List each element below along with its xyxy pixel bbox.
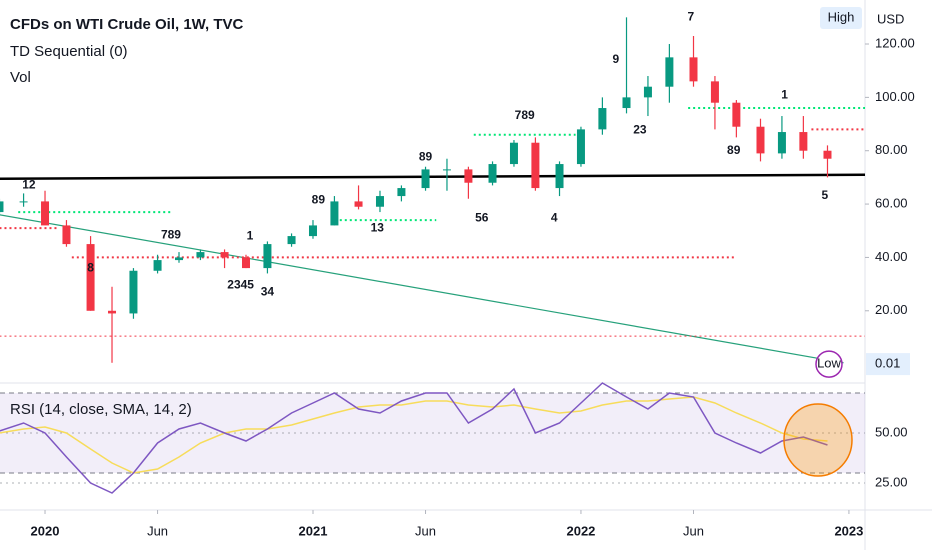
x-tick-label: Jun (415, 523, 436, 538)
y-unit: USD (877, 11, 904, 26)
x-tick-label: Jun (683, 523, 704, 538)
candle-body (308, 225, 317, 237)
candle-body (86, 244, 95, 311)
candle-body (397, 188, 406, 197)
td-count: 5 (821, 188, 828, 202)
x-tick-label: Jun (147, 523, 168, 538)
candle-body (263, 244, 272, 269)
candle-body (555, 164, 564, 189)
candle-body (129, 270, 138, 314)
td-count: 13 (371, 220, 385, 234)
td-count: 89 (312, 193, 326, 207)
candle-body (330, 201, 339, 226)
candle-body (464, 169, 473, 183)
td-count: 8 (87, 260, 94, 274)
candle-body (375, 196, 384, 207)
td-count: 12 (22, 178, 36, 192)
candle-body (689, 57, 698, 82)
candle-body (220, 252, 229, 258)
td-count: 23 (633, 123, 647, 137)
marks: 12 789 1 89 89 789 9 7 1 8 2345 34 13 56 4 23 89 5 (0, 10, 866, 494)
candle-body (710, 81, 719, 103)
td-count: 789 (161, 227, 181, 241)
candle-body (509, 142, 518, 165)
y-tick-label: 80.00 (875, 142, 908, 157)
y-tick-label: 40.00 (875, 249, 908, 264)
candle-body (153, 260, 162, 271)
chart-title: CFDs on WTI Crude Oil, 1W, TVC (10, 16, 244, 33)
candle-body (576, 129, 585, 165)
td-count: 1 (781, 88, 788, 102)
candle-body (0, 201, 4, 213)
indicator-label: TD Sequential (0) (10, 43, 128, 60)
candle-body (442, 169, 451, 171)
trend-line (0, 214, 844, 364)
td-count: 2345 (227, 277, 254, 291)
y-tick-label: 50.00 (875, 424, 908, 439)
candle-body (354, 201, 363, 207)
x-tick-label: 2021 (299, 523, 328, 538)
highlight-circle (783, 403, 853, 477)
candle-body (665, 57, 674, 87)
y-tick-label: 120.00 (875, 35, 915, 50)
candle-body (643, 86, 652, 98)
td-count: 34 (261, 284, 275, 298)
candle-body (108, 310, 117, 314)
td-count: 56 (475, 210, 489, 224)
low-value-bg (866, 353, 910, 376)
td-count: 7 (687, 10, 694, 24)
low-value: 0.01 (875, 356, 900, 371)
td-count: 89 (727, 143, 741, 157)
candle-body (241, 257, 250, 269)
candle-body (799, 132, 808, 151)
candle-body (732, 102, 741, 127)
rsi-title: RSI (14, close, SMA, 14, 2) (10, 401, 192, 418)
y-tick-label: 100.00 (875, 89, 915, 104)
x-tick-label: 2022 (566, 523, 595, 538)
td-count: 789 (515, 108, 535, 122)
indicator-label: Vol (10, 69, 31, 86)
candle-body (41, 201, 50, 226)
td-count: 9 (612, 52, 619, 66)
candle-body (598, 108, 607, 130)
rsi-line (0, 382, 828, 494)
y-tick-label: 60.00 (875, 196, 908, 211)
candle-body (175, 257, 184, 261)
candle-body (756, 126, 765, 154)
td-count: 4 (551, 210, 558, 224)
legend-bg (0, 8, 270, 90)
candle-body (777, 132, 786, 154)
candle-body (823, 150, 832, 159)
candle-body (287, 236, 296, 245)
candle-body (421, 169, 430, 189)
x-tick-label: 2023 (834, 523, 863, 538)
candle-body (488, 164, 497, 183)
td-count: 1 (247, 228, 254, 242)
low-circle (815, 350, 843, 378)
y-tick-label: 20.00 (875, 302, 908, 317)
candle-body (19, 201, 28, 203)
td-count: 89 (419, 150, 433, 164)
trend-line (0, 173, 866, 180)
candle-body (196, 252, 205, 258)
rsi-line (0, 396, 828, 474)
y-tick-label: 25.00 (875, 474, 908, 489)
candle-body (531, 142, 540, 189)
candle-body (62, 225, 71, 245)
high-badge (820, 7, 862, 29)
low-label: Low (817, 356, 841, 371)
x-tick-label: 2020 (31, 523, 60, 538)
candle-body (622, 97, 631, 109)
high-label: High (828, 9, 855, 24)
